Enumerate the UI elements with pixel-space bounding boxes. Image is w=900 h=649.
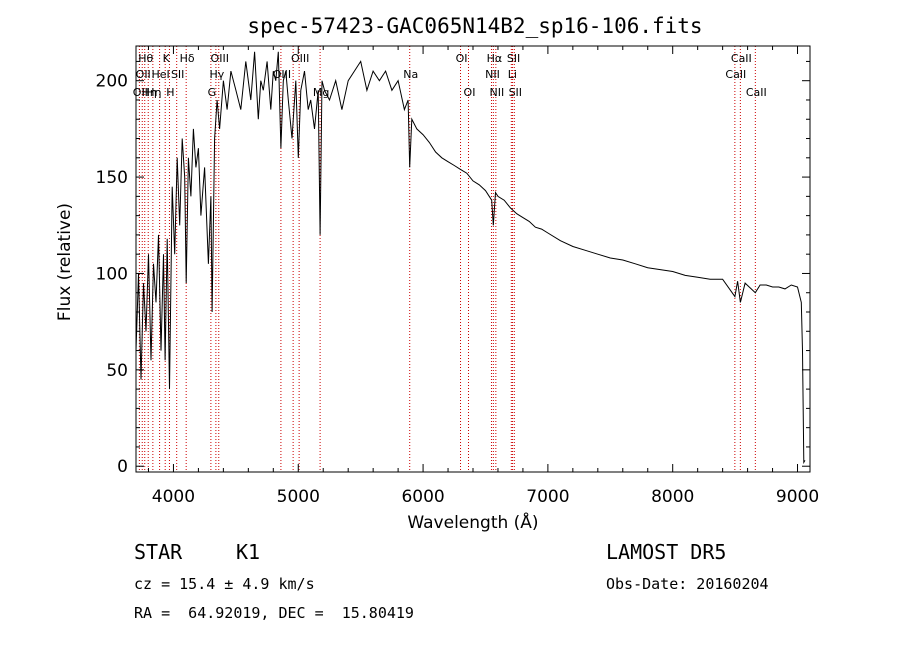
line-marker-label: OII bbox=[136, 68, 151, 81]
line-marker-label: CaII bbox=[731, 52, 752, 65]
line-marker-label: OI bbox=[456, 52, 468, 65]
spectrum-line bbox=[135, 51, 806, 465]
spectral-line-markers bbox=[138, 46, 756, 472]
line-marker-label: SII bbox=[509, 86, 522, 99]
plot-frame bbox=[135, 45, 811, 473]
x-tick-label: 9000 bbox=[776, 487, 819, 507]
line-marker-label: Hδ bbox=[180, 52, 195, 65]
axis-ticks: 4000 5000 6000 7000 8000 9000 0 50 100 150 200 bbox=[96, 46, 819, 507]
line-marker-label: HeI bbox=[151, 68, 169, 81]
object-class: STAR bbox=[134, 540, 183, 564]
y-tick-label: 150 bbox=[96, 168, 128, 188]
y-tick-label: 200 bbox=[96, 72, 128, 92]
object-subclass: K1 bbox=[236, 540, 261, 564]
coordinates: RA = 64.92019, DEC = 15.80419 bbox=[134, 604, 414, 622]
line-marker-label: OI bbox=[464, 86, 476, 99]
line-marker-label: Hγ bbox=[209, 68, 224, 81]
chart-title: spec-57423-GAC065N14B2_sp16-106.fits bbox=[247, 14, 702, 38]
line-marker-label: OIII bbox=[291, 52, 309, 65]
line-marker-label: NII bbox=[489, 86, 504, 99]
line-marker-label: Li bbox=[508, 68, 517, 81]
y-tick-label: 50 bbox=[106, 361, 128, 381]
line-marker-label: CaII bbox=[746, 86, 767, 99]
x-tick-label: 8000 bbox=[651, 487, 694, 507]
x-tick-label: 7000 bbox=[526, 487, 569, 507]
line-marker-label: G bbox=[208, 86, 217, 99]
line-marker-label: Mg bbox=[313, 86, 329, 99]
x-axis-label: Wavelength (Å) bbox=[407, 511, 538, 533]
line-marker-label: Hθ bbox=[138, 52, 153, 65]
y-tick-label: 0 bbox=[117, 457, 128, 477]
line-marker-label: CaII bbox=[725, 68, 746, 81]
line-marker-label: SII bbox=[507, 52, 520, 65]
line-marker-label: Hη bbox=[142, 86, 157, 99]
survey-name: LAMOST DR5 bbox=[606, 540, 727, 564]
line-marker-label: H bbox=[166, 86, 174, 99]
x-tick-label: 6000 bbox=[401, 487, 444, 507]
y-axis-label: Flux (relative) bbox=[55, 203, 75, 321]
line-marker-label: Hα bbox=[487, 52, 503, 65]
observation-date: Obs-Date: 20160204 bbox=[606, 575, 769, 593]
line-marker-label: OII bbox=[133, 86, 148, 99]
line-marker-label: Na bbox=[403, 68, 418, 81]
y-tick-label: 100 bbox=[96, 264, 128, 284]
spectral-line-labels: OIIOIIHθHηHηHeIKHSIIHδGHγOIIIOIIIOIIIMgN… bbox=[133, 52, 767, 99]
line-marker-label: SII bbox=[171, 68, 184, 81]
line-marker-label: Hη bbox=[146, 86, 161, 99]
redshift-velocity: cz = 15.4 ± 4.9 km/s bbox=[134, 575, 315, 593]
line-marker-label: K bbox=[163, 52, 171, 65]
x-tick-label: 4000 bbox=[152, 487, 195, 507]
line-marker-label: OIII bbox=[211, 52, 229, 65]
line-marker-label: NII bbox=[485, 68, 500, 81]
x-tick-label: 5000 bbox=[277, 487, 320, 507]
